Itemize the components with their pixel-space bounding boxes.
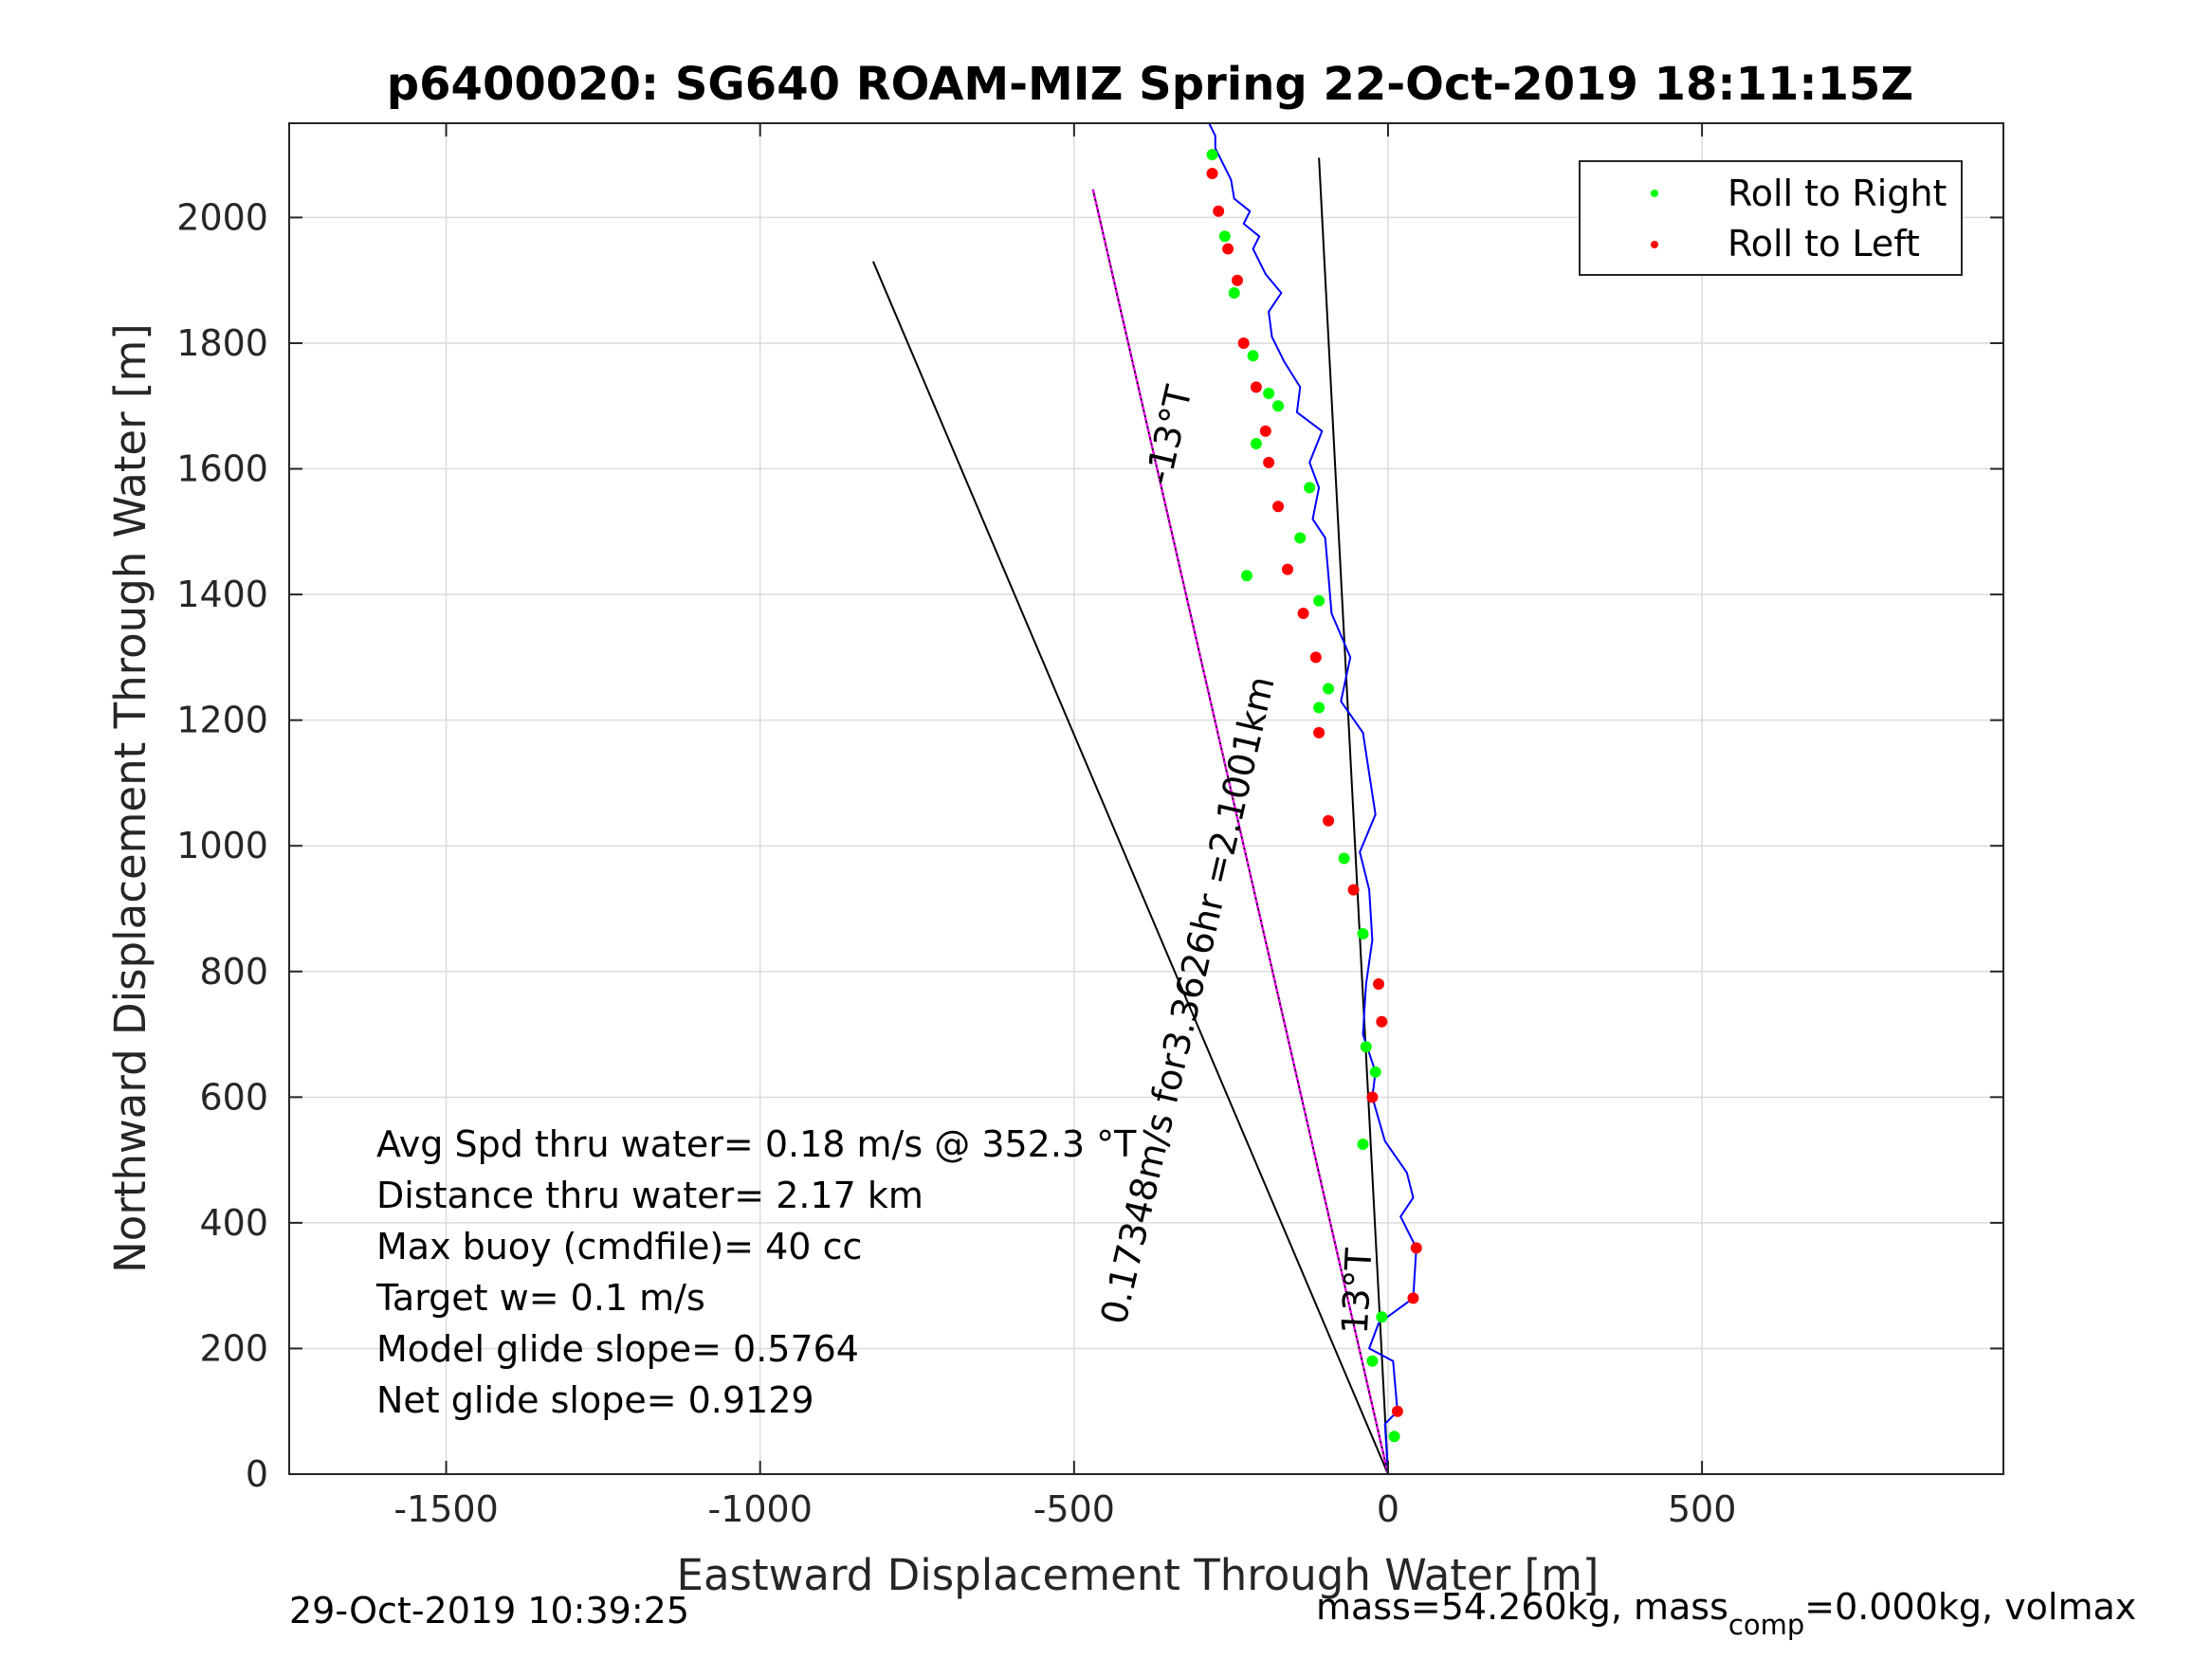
y-tick-label: 1400 [176,574,268,615]
roll-left-point [1263,456,1275,468]
roll-left-point [1237,337,1250,349]
chart-title: p6400020: SG640 ROAM-MIZ Spring 22-Oct-2… [387,58,1913,111]
plot-area [289,123,2003,1474]
footer-timestamp: 29-Oct-2019 10:39:25 [289,1590,689,1632]
roll-left-point [1206,168,1218,180]
roll-left-point [1391,1405,1403,1417]
roll-right-point [1304,482,1316,494]
roll-left-point [1366,1091,1379,1103]
y-tick-label: 0 [246,1453,268,1495]
y-tick-label: 800 [199,951,268,993]
reference-line-heading-13 [1318,157,1389,1475]
roll-right-point [1250,438,1262,450]
footer-mass-subscript: comp [1728,1609,1804,1641]
x-tick-label: -500 [1033,1488,1115,1530]
roll-left-point [1376,1015,1388,1028]
line-annotation: 13°T [1334,1247,1380,1336]
series-line-track [1208,122,1417,1475]
info-text-block: Avg Spd thru water= 0.18 m/s @ 352.3 °T … [375,1123,1137,1421]
legend-marker-roll-right [1651,190,1658,197]
reference-line-wide-bound [871,261,1389,1475]
info-line-max-buoy: Max buoy (cmdfile)= 40 cc [376,1226,862,1267]
roll-right-point [1218,230,1231,243]
info-line-target-w: Target w= 0.1 m/s [375,1277,705,1319]
info-line-model-glide: Model glide slope= 0.5764 [376,1328,859,1370]
roll-left-point [1313,726,1325,738]
legend: Roll to Right Roll to Left [1579,160,1963,276]
roll-left-point [1213,205,1225,217]
grid [289,123,2003,1475]
y-tick-label: 1000 [176,825,268,866]
reference-line-net-displacement [1091,189,1390,1475]
y-tick-label: 1200 [176,700,268,741]
roll-left-point [1323,814,1335,827]
legend-label-roll-left: Roll to Left [1728,223,1920,264]
y-axis-ticks: 0 200 400 600 800 1000 1200 1400 1600 1800 2000 [176,196,2003,1495]
roll-right-point [1313,702,1325,714]
roll-left-point [1259,425,1271,437]
roll-right-point [1272,400,1285,412]
footer-mass-info: mass=54.260kg, masscomp=0.000kg, volmax [1316,1586,2136,1641]
footer-mass-suffix: =0.000kg, volmax [1804,1586,2136,1628]
roll-right-point [1206,149,1218,161]
roll-left-point [1272,501,1285,513]
y-tick-label: 600 [199,1076,268,1118]
roll-right-point [1323,683,1335,695]
roll-left-point [1407,1292,1419,1304]
roll-right-point [1376,1311,1388,1323]
roll-right-point [1313,594,1325,607]
roll-left-point [1297,607,1309,619]
y-tick-label: 400 [199,1202,268,1244]
roll-right-point [1357,1139,1369,1151]
legend-box [1579,160,1963,276]
roll-right-point [1228,286,1240,299]
y-tick-label: 1600 [176,448,268,490]
y-tick-label: 1800 [176,322,268,364]
info-line-avg-speed: Avg Spd thru water= 0.18 m/s @ 352.3 °T [376,1123,1137,1165]
x-tick-label: 500 [1668,1488,1737,1530]
y-tick-label: 200 [199,1327,268,1369]
track-series [1208,122,1417,1475]
roll-left-point [1309,651,1322,664]
reference-lines [871,157,1390,1475]
x-axis-ticks: -1500 -1000 -500 0 500 [393,123,1736,1530]
roll-left-point [1222,243,1234,255]
roll-right-point [1247,350,1259,362]
legend-label-roll-right: Roll to Right [1728,173,1947,214]
info-line-distance: Distance thru water= 2.17 km [376,1175,923,1216]
legend-marker-roll-left [1651,241,1658,248]
roll-right-point [1369,1066,1381,1078]
roll-left-markers [1206,168,1422,1417]
x-tick-label: 0 [1377,1488,1399,1530]
roll-right-point [1240,570,1252,582]
roll-left-point [1282,563,1294,575]
roll-right-point [1294,532,1307,544]
roll-right-point [1338,852,1350,865]
y-axis-label: Northward Displacement Through Water [m] [105,323,155,1273]
roll-right-point [1263,388,1275,399]
roll-left-point [1410,1242,1422,1254]
roll-left-point [1232,274,1244,286]
roll-left-point [1373,978,1385,991]
roll-right-markers [1206,149,1400,1443]
roll-right-point [1388,1431,1400,1443]
roll-right-point [1357,928,1369,939]
roll-left-point [1347,884,1360,896]
roll-left-point [1250,381,1262,393]
roll-right-point [1366,1355,1379,1367]
x-axis-label: Eastward Displacement Through Water [m] [677,1550,1600,1600]
y-tick-label: 2000 [176,196,268,238]
x-tick-label: -1500 [393,1488,498,1530]
info-line-net-glide: Net glide slope= 0.9129 [376,1379,814,1421]
x-tick-label: -1000 [707,1488,812,1530]
roll-right-point [1360,1041,1372,1053]
footer-mass-prefix: mass=54.260kg, mass [1316,1586,1728,1628]
plot-frame [288,122,2004,1475]
